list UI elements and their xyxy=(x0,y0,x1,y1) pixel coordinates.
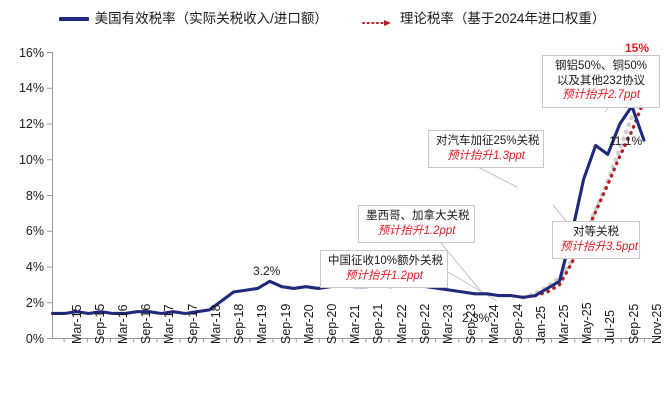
annotation-subtitle: 预计抬升1.3ppt xyxy=(447,149,525,162)
annotation-subtitle: 预计抬升3.5ppt xyxy=(560,240,638,253)
y-axis-tick-label: 8% xyxy=(25,188,44,203)
annotation-subtitle: 预计抬升1.2ppt xyxy=(377,224,456,237)
x-axis-tick-label: Mar-17 xyxy=(162,304,177,344)
x-axis-tick-label: Mar-25 xyxy=(557,304,572,344)
y-axis-tick-label: 10% xyxy=(18,152,44,167)
y-axis-tick-label: 4% xyxy=(25,260,44,274)
legend-item-theoretical-rate: 理论税率（基于2024年进口权重） xyxy=(361,11,606,27)
legend-item-effective-rate: 美国有效税率（实际关税收入/进口额） xyxy=(58,11,328,27)
x-axis-tick-label: Sep-22 xyxy=(417,303,432,344)
y-axis-ticks xyxy=(47,52,53,339)
x-axis-tick-label: Mar-22 xyxy=(394,304,409,344)
annotation-china-extra-10pct-tariff: 中国征收10%额外关税 预计抬升1.2ppt xyxy=(320,250,448,289)
annotation-mexico-canada-tariff: 墨西哥、加拿大关税 预计抬升1.2ppt xyxy=(358,205,475,244)
annotation-subtitle: 预计抬升1.2ppt xyxy=(345,269,423,282)
x-axis-tick-label: Mar-15 xyxy=(69,304,84,344)
solid-line-swatch-icon xyxy=(58,17,89,21)
annotation-auto-25pct-tariff: 对汽车加征25%关税 预计抬升1.3ppt xyxy=(428,130,544,169)
x-axis-tick-label: Sep-20 xyxy=(324,303,339,344)
legend-label-effective-rate: 美国有效税率（实际关税收入/进口额） xyxy=(94,11,328,27)
y-axis-tick-label: 12% xyxy=(18,117,44,131)
data-label-peak-2019: 3.2% xyxy=(253,264,281,278)
x-axis-tick-label: Nov-25 xyxy=(649,303,664,344)
y-axis-tick-label: 2% xyxy=(25,295,44,310)
data-label-theoretical-endpoint: 15% xyxy=(625,41,650,55)
annotation-title: 对汽车加征25%关税 xyxy=(436,135,540,147)
y-axis-tick-label: 0% xyxy=(25,331,44,346)
dotted-arrow-swatch-icon xyxy=(361,15,394,26)
x-axis-tick-label: Sep-19 xyxy=(278,303,293,344)
annotation-title: 中国征收10%额外关税 xyxy=(328,255,444,267)
annotation-steel-aluminum-copper-232: 钢铝50%、铜50% 以及其他232协议 预计抬升2.7ppt xyxy=(542,55,660,109)
x-axis-tick-label: Sep-15 xyxy=(92,303,107,344)
legend-label-theoretical-rate: 理论税率（基于2024年进口权重） xyxy=(399,11,606,27)
x-axis-tick-label: Mar-20 xyxy=(301,304,316,344)
annotation-reciprocal-tariff: 对等关税 预计抬升3.5ppt xyxy=(552,221,640,260)
x-axis-ticks xyxy=(63,338,645,343)
x-axis-tick-label: Sep-18 xyxy=(232,303,247,344)
x-axis-tick-label: Mar-23 xyxy=(440,304,455,344)
annotation-title: 对等关税 xyxy=(573,226,619,238)
x-axis-tick-label: Sep-25 xyxy=(626,303,641,344)
y-axis-tick-label: 14% xyxy=(18,81,44,96)
data-label-trough-2024: 2.3% xyxy=(462,311,490,325)
x-axis-tick-label: Sep-16 xyxy=(139,303,154,344)
x-axis-tick-label: Mar-21 xyxy=(348,304,363,344)
x-axis-tick-label: Jul-25 xyxy=(603,309,618,344)
annotation-title: 墨西哥、加拿大关税 xyxy=(366,210,470,222)
x-axis-tick-label: Mar-24 xyxy=(487,304,502,344)
x-axis-tick-label: Mar-19 xyxy=(255,304,270,344)
data-label-latest-effective: 11.1% xyxy=(609,134,643,148)
y-axis-tick-label: 16% xyxy=(18,45,44,60)
annotation-title-line1: 钢铝50%、铜50% xyxy=(554,60,648,72)
leader-line-reciprocal xyxy=(552,204,567,222)
y-axis-tick-label: 6% xyxy=(25,224,44,239)
annotation-title-line2: 以及其他232协议 xyxy=(556,74,646,87)
x-axis-tick-label: Sep-24 xyxy=(510,303,525,344)
x-axis-tick-label: Sep-21 xyxy=(371,303,386,344)
chart-legend: 美国有效税率（实际关税收入/进口额） 理论税率（基于2024年进口权重） xyxy=(0,4,664,34)
annotation-subtitle: 预计抬升2.7ppt xyxy=(562,89,640,102)
leader-line-china xyxy=(447,271,498,302)
x-axis-tick-label: Mar-18 xyxy=(208,304,223,344)
x-axis-tick-label: Mar-16 xyxy=(116,304,131,344)
x-axis-tick-label: May-25 xyxy=(580,302,595,344)
x-axis-tick-label: Sep-17 xyxy=(185,303,200,344)
leader-line-mexico-canada xyxy=(436,237,484,295)
x-axis-tick-label: Jan-25 xyxy=(533,305,548,344)
